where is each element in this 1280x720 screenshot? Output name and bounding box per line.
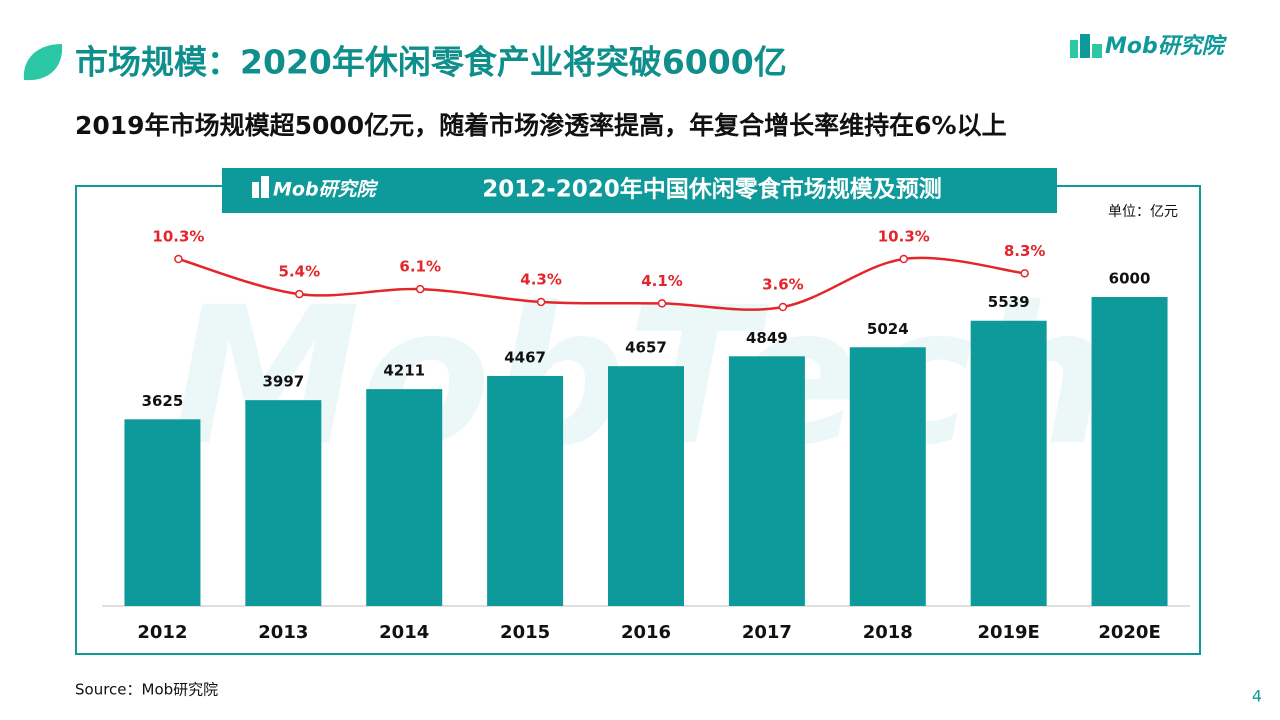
logo-block: [1080, 34, 1090, 58]
chart-logo: Mob研究院: [273, 179, 379, 201]
x-tick-label: 2019E: [977, 622, 1039, 643]
x-tick-label: 2014: [379, 622, 429, 643]
growth-point: [415, 284, 425, 294]
x-tick-label: 2018: [863, 622, 913, 643]
growth-label: 10.3%: [878, 228, 930, 246]
growth-label: 5.4%: [279, 263, 321, 281]
growth-label: 4.1%: [641, 272, 683, 290]
growth-point: [1020, 269, 1029, 278]
x-tick-label: 2020E: [1098, 622, 1160, 643]
bar: [608, 366, 684, 606]
bar-value-label: 4657: [625, 339, 667, 357]
bar: [1091, 297, 1168, 606]
bar-value-label: 5024: [867, 320, 909, 338]
growth-point: [295, 289, 304, 299]
growth-label: 8.3%: [1004, 242, 1046, 260]
growth-point: [899, 254, 909, 264]
growth-label: 4.3%: [520, 270, 562, 288]
bar: [728, 356, 805, 606]
x-tick-label: 2012: [137, 622, 187, 643]
growth-label: 3.6%: [762, 276, 804, 294]
growth-label: 10.3%: [152, 228, 204, 246]
bar: [124, 419, 201, 606]
logo-block: [261, 176, 269, 198]
x-tick-label: 2016: [621, 622, 671, 643]
growth-point: [657, 299, 667, 308]
logo-block: [252, 182, 259, 198]
slide-subtitle: 2019年市场规模超5000亿元，随着市场渗透率提高，年复合增长率维持在6%以上: [75, 111, 1007, 140]
growth-line: [178, 256, 1025, 311]
unit-label: 单位：亿元: [1108, 204, 1178, 220]
bar-value-label: 3997: [262, 373, 304, 391]
chart-title: 2012-2020年中国休闲零食市场规模及预测: [482, 176, 942, 203]
growth-point: [174, 254, 183, 264]
bar: [366, 389, 443, 606]
bar: [849, 347, 926, 606]
bar: [970, 320, 1047, 606]
bar: [487, 375, 564, 606]
bar-value-label: 4211: [383, 362, 425, 380]
bar-value-label: 3625: [142, 392, 184, 410]
bar-value-label: 5539: [988, 293, 1030, 311]
bar-value-label: 4467: [504, 348, 546, 366]
bar-value-label: 4849: [746, 329, 788, 347]
chart-header: [222, 168, 1057, 213]
logo-block: [1092, 44, 1102, 58]
bar: [245, 400, 322, 606]
x-tick-label: 2013: [258, 622, 308, 643]
x-tick-label: 2017: [742, 622, 792, 643]
brand-logo: Mob研究院: [1070, 33, 1228, 59]
growth-label: 6.1%: [399, 258, 441, 276]
logo-block: [1070, 40, 1078, 58]
title-icon: [23, 44, 63, 81]
slide-title: 市场规模：2020年休闲零食产业将突破6000亿: [75, 43, 787, 82]
source: Source：Mob研究院: [75, 681, 218, 699]
bar-value-label: 6000: [1109, 270, 1151, 288]
growth-point: [536, 297, 546, 307]
logo-text: Mob研究院: [1105, 33, 1228, 59]
x-tick-label: 2015: [500, 622, 550, 643]
page-number: 4: [1252, 687, 1262, 706]
growth-point: [778, 302, 788, 312]
